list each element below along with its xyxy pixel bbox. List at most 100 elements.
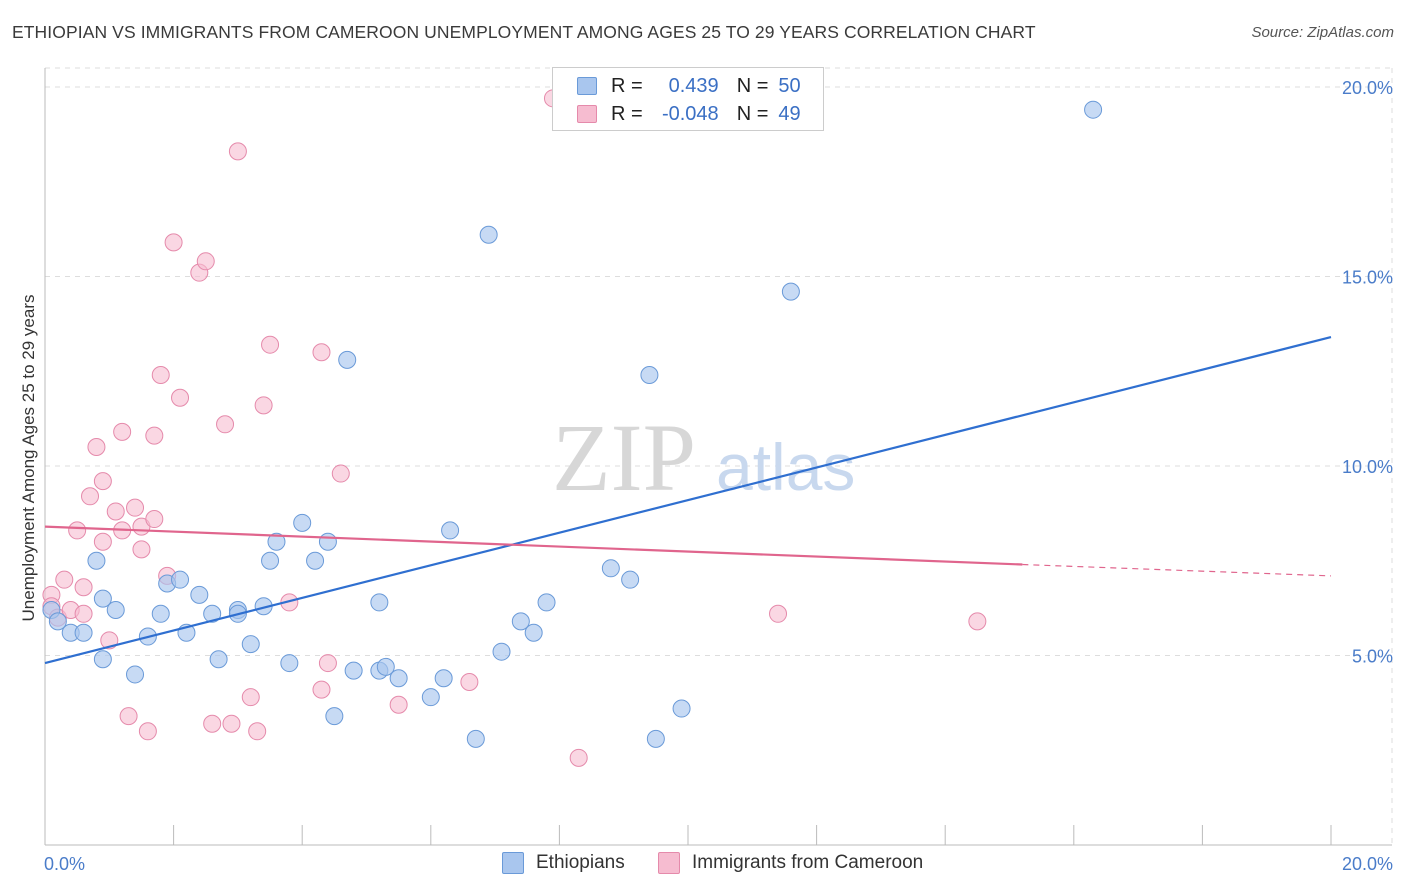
point-ethiopians	[434, 669, 453, 688]
point-ethiopians	[151, 604, 170, 623]
chart-title: ETHIOPIAN VS IMMIGRANTS FROM CAMEROON UN…	[12, 22, 1036, 42]
legend-r-label: R =	[611, 102, 643, 125]
y-tick-label: 5.0%	[1352, 646, 1393, 666]
legend-n-value: 49	[778, 102, 801, 125]
point-cameroon	[261, 335, 280, 354]
point-ethiopians	[601, 559, 620, 578]
point-cameroon	[138, 722, 157, 741]
point-cameroon	[74, 604, 93, 623]
point-cameroon	[93, 472, 112, 491]
point-ethiopians	[646, 729, 665, 748]
point-cameroon	[113, 422, 132, 441]
point-cameroon	[769, 604, 788, 623]
legend-n-value: 50	[778, 74, 801, 97]
point-cameroon	[203, 714, 222, 733]
point-cameroon	[171, 388, 190, 407]
legend-swatch-blue	[577, 77, 597, 95]
point-cameroon	[81, 487, 100, 506]
point-cameroon	[106, 502, 125, 521]
legend-r-value: 0.439	[668, 74, 719, 97]
point-ethiopians	[1084, 100, 1103, 119]
legend-row-ethiopians: R = 0.439 N = 50	[577, 73, 801, 99]
point-cameroon	[331, 464, 350, 483]
point-cameroon	[119, 707, 138, 726]
point-cameroon	[569, 748, 588, 767]
watermark-atlas: atlas	[716, 430, 855, 504]
point-ethiopians	[781, 282, 800, 301]
point-ethiopians	[203, 604, 222, 623]
point-ethiopians	[318, 532, 337, 551]
point-cameroon	[145, 510, 164, 529]
point-cameroon	[87, 438, 106, 457]
trendline-ethiopians	[44, 336, 1332, 665]
bottom-legend-cameroon: Immigrants from Cameroon	[658, 852, 923, 874]
bottom-legend-label: Immigrants from Cameroon	[692, 852, 924, 873]
legend-n-label: N =	[736, 74, 769, 97]
point-cameroon	[312, 680, 331, 699]
y-tick-label: 10.0%	[1342, 457, 1393, 477]
legend-r-label: R =	[611, 74, 643, 97]
axes	[44, 68, 1392, 846]
bottom-legend-ethiopians: Ethiopians	[502, 852, 625, 874]
point-cameroon	[196, 252, 215, 271]
trendlines	[44, 336, 1332, 665]
point-ethiopians	[126, 665, 145, 684]
point-ethiopians	[209, 650, 228, 669]
y-axis-label: Unemployment Among Ages 25 to 29 years	[19, 295, 38, 622]
point-ethiopians	[376, 657, 395, 676]
point-ethiopians	[190, 585, 209, 604]
point-ethiopians	[370, 593, 389, 612]
point-cameroon	[55, 570, 74, 589]
correlation-legend: R = 0.439 N = 50 R = -0.048 N = 49	[552, 67, 824, 131]
point-ethiopians	[93, 589, 112, 608]
legend-row-cameroon: R = -0.048 N = 49	[577, 101, 801, 127]
point-ethiopians	[74, 623, 93, 642]
point-ethiopians	[479, 225, 498, 244]
point-ethiopians	[241, 635, 260, 654]
point-ethiopians	[267, 532, 286, 551]
point-ethiopians	[325, 707, 344, 726]
point-ethiopians	[171, 570, 190, 589]
trendline-cameroon	[44, 525, 1023, 566]
point-cameroon	[126, 498, 145, 517]
point-cameroon	[151, 366, 170, 385]
source-note: Source: ZipAtlas.com	[1251, 24, 1394, 41]
point-ethiopians	[106, 601, 125, 620]
point-ethiopians	[306, 551, 325, 570]
point-ethiopians	[524, 623, 543, 642]
point-cameroon	[228, 142, 247, 161]
point-cameroon	[968, 612, 987, 631]
point-ethiopians	[466, 729, 485, 748]
y-tick-label: 20.0%	[1342, 78, 1393, 98]
point-ethiopians	[389, 669, 408, 688]
bottom-swatch-pink	[658, 852, 680, 874]
series-cameroon-points	[42, 89, 987, 767]
legend-r-value: -0.048	[661, 102, 719, 125]
point-ethiopians	[261, 551, 280, 570]
point-ethiopians	[640, 366, 659, 385]
point-cameroon	[216, 415, 235, 434]
point-ethiopians	[293, 513, 312, 532]
point-cameroon	[312, 343, 331, 362]
point-cameroon	[74, 578, 93, 597]
point-cameroon	[248, 722, 267, 741]
point-cameroon	[389, 695, 408, 714]
bottom-legend-label: Ethiopians	[536, 852, 625, 873]
point-ethiopians	[621, 570, 640, 589]
point-ethiopians	[338, 350, 357, 369]
point-ethiopians	[93, 650, 112, 669]
point-ethiopians	[511, 612, 530, 631]
bottom-swatch-blue	[502, 852, 524, 874]
point-cameroon	[93, 532, 112, 551]
point-ethiopians	[280, 654, 299, 673]
point-cameroon	[318, 654, 337, 673]
point-ethiopians	[344, 661, 363, 680]
point-ethiopians	[672, 699, 691, 718]
point-ethiopians	[537, 593, 556, 612]
point-ethiopians	[421, 688, 440, 707]
point-ethiopians	[87, 551, 106, 570]
x-tick-label: 20.0%	[1342, 854, 1393, 874]
legend-swatch-pink	[577, 105, 597, 123]
point-cameroon	[254, 396, 273, 415]
point-ethiopians	[492, 642, 511, 661]
